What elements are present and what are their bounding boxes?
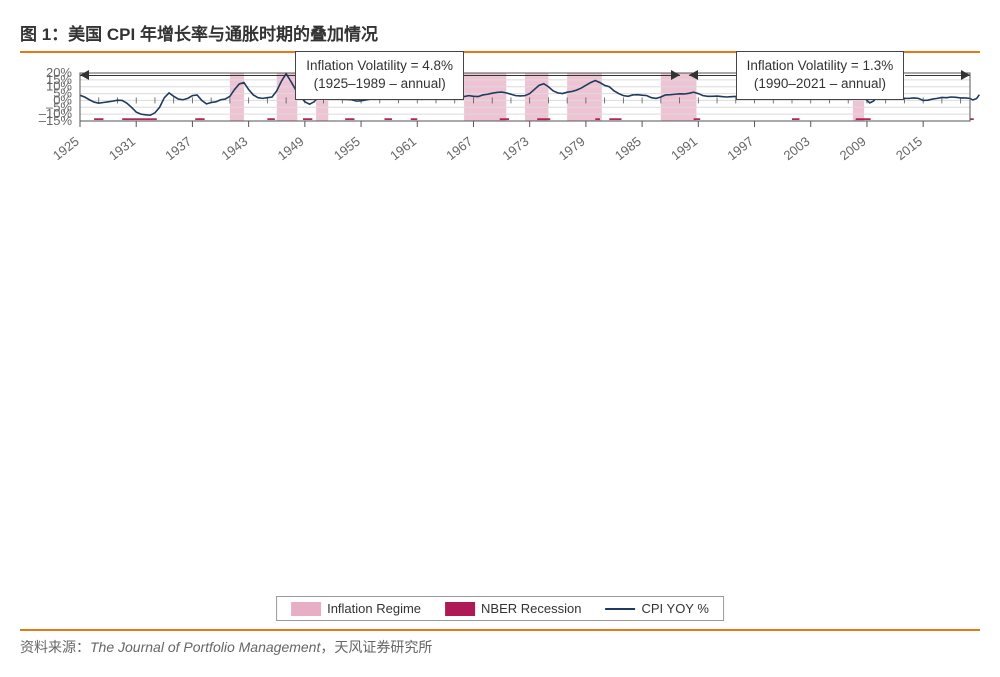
legend-item: CPI YOY %: [605, 601, 708, 616]
svg-text:1931: 1931: [106, 134, 138, 164]
svg-text:1985: 1985: [612, 134, 644, 164]
legend-item: Inflation Regime: [291, 601, 421, 616]
source-suffix: ，天风证券研究所: [320, 639, 432, 655]
chart-title-bar: 图 1：美国 CPI 年增长率与通胀时期的叠加情况: [20, 20, 980, 53]
chart-title: 图 1：美国 CPI 年增长率与通胀时期的叠加情况: [20, 20, 378, 45]
svg-text:2015: 2015: [893, 134, 925, 164]
svg-text:1937: 1937: [162, 134, 194, 164]
cpi-inflation-chart: –15%–10%–5%0%5%10%15%20%1925193119371943…: [20, 61, 980, 621]
svg-text:1949: 1949: [275, 134, 307, 164]
chart-svg: –15%–10%–5%0%5%10%15%20%1925193119371943…: [20, 61, 980, 621]
svg-text:20%: 20%: [46, 65, 72, 80]
svg-text:1997: 1997: [724, 134, 756, 164]
svg-text:1925: 1925: [50, 134, 82, 164]
legend-item: NBER Recession: [445, 601, 581, 616]
annotation-box: Inflation Volatility = 1.3%(1990–2021 – …: [736, 51, 905, 99]
svg-text:2003: 2003: [781, 134, 813, 164]
annotation-box: Inflation Volatility = 4.8%(1925–1989 – …: [295, 51, 464, 99]
svg-text:1943: 1943: [218, 134, 250, 164]
svg-text:1955: 1955: [331, 134, 363, 164]
svg-text:1991: 1991: [668, 134, 700, 164]
legend: Inflation Regime NBER Recession CPI YOY %: [276, 596, 724, 621]
svg-text:1973: 1973: [500, 134, 532, 164]
svg-text:1961: 1961: [387, 134, 419, 164]
svg-text:1967: 1967: [443, 134, 475, 164]
svg-text:1979: 1979: [556, 134, 588, 164]
source-prefix: 资料来源：: [20, 639, 90, 655]
source-citation: 资料来源：The Journal of Portfolio Management…: [20, 629, 980, 657]
svg-text:2009: 2009: [837, 134, 869, 164]
source-journal: The Journal of Portfolio Management: [90, 639, 320, 655]
